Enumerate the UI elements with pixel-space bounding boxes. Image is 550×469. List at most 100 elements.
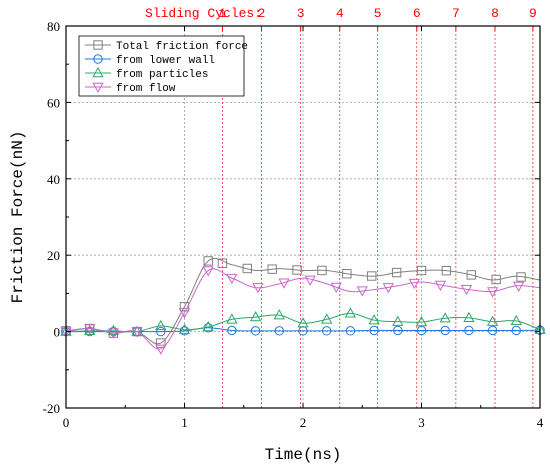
data-point <box>108 326 119 337</box>
data-point <box>202 266 214 277</box>
data-point <box>487 325 498 336</box>
data-point <box>367 271 377 281</box>
data-point <box>156 326 166 337</box>
data-point <box>416 325 427 336</box>
series-group <box>60 256 546 355</box>
data-point <box>408 278 421 290</box>
legend-marker <box>93 54 103 64</box>
sliding-cycles-label: Sliding Cycles: <box>145 6 262 21</box>
data-point <box>292 265 302 275</box>
legend-marker <box>92 66 104 78</box>
series-from-lower-wall <box>61 323 545 337</box>
legend-label: from flow <box>116 83 176 95</box>
legend-entry: from lower wall <box>85 54 215 67</box>
data-point <box>304 275 316 286</box>
data-point <box>460 284 473 296</box>
series-line <box>65 257 541 345</box>
y-tick-label: 80 <box>47 19 60 34</box>
data-point <box>466 270 476 280</box>
legend-entry: from flow <box>85 82 176 95</box>
data-point <box>278 278 290 289</box>
data-point <box>486 287 499 298</box>
series-line <box>65 312 541 333</box>
data-point <box>178 308 191 319</box>
data-point <box>155 344 167 355</box>
cycle-label: 6 <box>413 6 421 21</box>
x-tick-label: 1 <box>181 415 188 430</box>
data-point <box>356 286 368 297</box>
data-point <box>369 325 379 336</box>
data-point <box>252 283 264 294</box>
data-point <box>391 267 402 278</box>
y-tick-label: -20 <box>43 401 60 416</box>
cycle-label: 1 <box>219 6 227 21</box>
series-line <box>65 268 541 350</box>
data-point <box>226 273 238 285</box>
cycle-label: 2 <box>258 6 266 21</box>
legend-label: Total friction force <box>116 41 248 53</box>
data-point <box>85 326 95 337</box>
data-point <box>322 326 332 336</box>
data-point <box>434 280 447 292</box>
legend-marker <box>93 40 103 50</box>
y-axis-title: Friction Force(nN) <box>9 131 27 304</box>
data-point <box>273 309 285 320</box>
x-axis-title: Time(ns) <box>265 446 342 464</box>
data-point <box>345 326 356 336</box>
data-point <box>226 313 238 324</box>
data-point <box>297 317 309 328</box>
data-point <box>392 315 404 326</box>
cycle-label: 8 <box>491 6 499 21</box>
x-tick-label: 0 <box>63 415 70 430</box>
y-tick-label: 40 <box>47 172 60 187</box>
data-point <box>439 312 451 323</box>
data-point <box>202 320 214 332</box>
x-tick-label: 4 <box>537 415 544 430</box>
data-point <box>463 311 475 323</box>
data-point <box>227 325 237 336</box>
y-tick-label: 20 <box>47 248 60 263</box>
cycle-label: 9 <box>529 6 537 21</box>
legend-label: from particles <box>116 69 208 81</box>
data-point <box>344 307 357 318</box>
data-point <box>511 325 521 336</box>
data-point <box>249 311 262 322</box>
data-point <box>464 325 474 336</box>
data-point <box>250 326 261 336</box>
data-point <box>415 316 428 327</box>
data-point <box>440 325 450 336</box>
data-point <box>416 265 427 276</box>
data-point <box>155 319 167 331</box>
legend-label: from lower wall <box>116 55 215 67</box>
data-point <box>510 314 522 326</box>
data-point <box>317 265 327 276</box>
data-point <box>203 256 213 266</box>
legend-box <box>78 35 245 97</box>
x-tick-label: 2 <box>300 415 307 430</box>
data-point <box>178 323 191 334</box>
cycle-label: 5 <box>374 6 382 21</box>
data-point <box>156 338 166 348</box>
data-point <box>491 274 501 285</box>
data-point <box>217 258 228 268</box>
x-tick-label: 3 <box>418 415 425 430</box>
legend-entry: Total friction force <box>85 40 248 53</box>
legend: Total friction force from lower wall from … <box>78 35 248 97</box>
data-point <box>441 265 452 276</box>
data-point <box>274 326 284 336</box>
data-point <box>330 282 342 293</box>
data-point <box>267 264 277 274</box>
legend-marker <box>92 82 104 94</box>
data-point <box>516 272 526 282</box>
data-point <box>368 314 380 325</box>
sliding-cycle-lines: 1 2 3 4 5 6 7 8 9 <box>219 6 537 408</box>
data-point <box>131 327 143 338</box>
cycle-label: 3 <box>297 6 305 21</box>
cycle-label: 4 <box>336 6 344 21</box>
data-point <box>486 315 499 326</box>
data-point <box>179 326 190 336</box>
grid <box>66 26 540 408</box>
data-point <box>513 281 525 292</box>
